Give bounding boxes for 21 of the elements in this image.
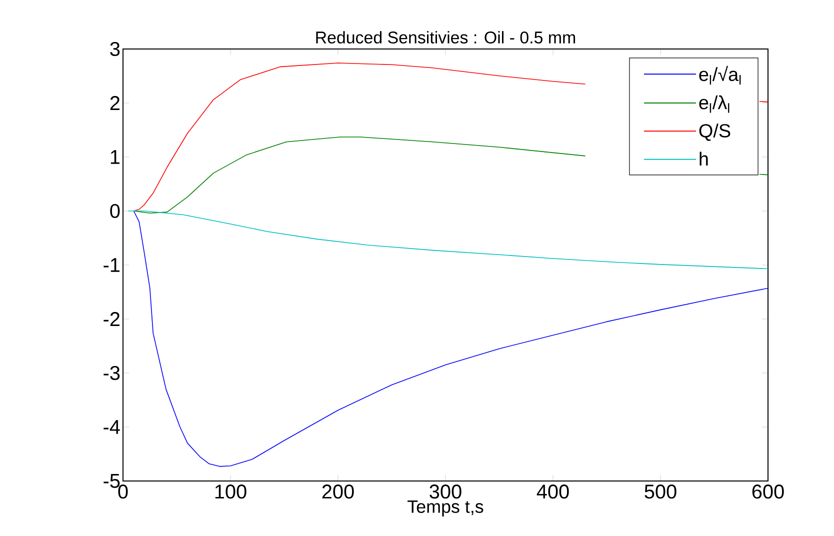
x-tick-label: 300 xyxy=(430,484,462,499)
x-tick-label: 500 xyxy=(644,484,676,499)
legend-label: Q/S xyxy=(699,124,730,141)
chart-title: Reduced Sensitivies : Oil - 0.5 mm xyxy=(316,31,576,44)
x-tick-label: 600 xyxy=(752,484,784,499)
legend-label: e$_{l}$/√a$_{l}$ xyxy=(699,66,741,85)
y-tick-label: -5 xyxy=(104,474,120,488)
x-tick-label: 400 xyxy=(536,484,569,499)
y-tick-label: -1 xyxy=(104,258,120,272)
x-tick-label: 200 xyxy=(322,484,354,499)
x-tick-label: 100 xyxy=(215,484,246,499)
y-tick-label: 3 xyxy=(110,42,120,56)
legend-label: h xyxy=(700,152,708,166)
y-tick-label: 1 xyxy=(110,150,120,164)
y-tick-label: 0 xyxy=(110,204,120,218)
y-tick-label: 2 xyxy=(110,96,120,110)
y-tick-label: -4 xyxy=(104,420,120,434)
y-tick-label: -3 xyxy=(104,366,120,380)
legend-label: e$_{l}$/λ$_{l}$ xyxy=(699,95,730,113)
x-axis-title: Temps t,s xyxy=(408,500,484,517)
y-tick-label: -2 xyxy=(104,312,120,326)
